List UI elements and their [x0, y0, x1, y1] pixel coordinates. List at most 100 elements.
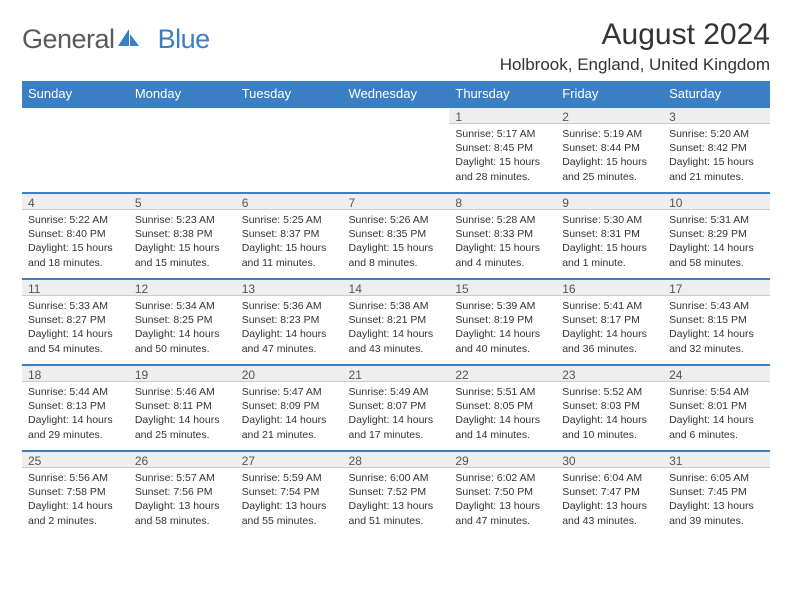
sunrise-text: Sunrise: 5:54 AM: [669, 385, 764, 399]
sunset-text: Sunset: 8:33 PM: [455, 227, 550, 241]
day-details: Sunrise: 5:54 AMSunset: 8:01 PMDaylight:…: [663, 382, 770, 444]
calendar-week-row: 11Sunrise: 5:33 AMSunset: 8:27 PMDayligh…: [22, 278, 770, 364]
calendar-day-cell: 23Sunrise: 5:52 AMSunset: 8:03 PMDayligh…: [556, 364, 663, 450]
day-details: Sunrise: 5:39 AMSunset: 8:19 PMDaylight:…: [449, 296, 556, 358]
day-number: 19: [129, 364, 236, 382]
day-number: 23: [556, 364, 663, 382]
weekday-header: Friday: [556, 81, 663, 106]
day-number: 9: [556, 192, 663, 210]
sunrise-text: Sunrise: 5:23 AM: [135, 213, 230, 227]
sunset-text: Sunset: 8:23 PM: [242, 313, 337, 327]
calendar-day-cell: 5Sunrise: 5:23 AMSunset: 8:38 PMDaylight…: [129, 192, 236, 278]
day-details: Sunrise: 5:41 AMSunset: 8:17 PMDaylight:…: [556, 296, 663, 358]
sunset-text: Sunset: 7:50 PM: [455, 485, 550, 499]
sunrise-text: Sunrise: 6:00 AM: [349, 471, 444, 485]
calendar-day-cell: 6Sunrise: 5:25 AMSunset: 8:37 PMDaylight…: [236, 192, 343, 278]
day-number: 26: [129, 450, 236, 468]
day-number: 16: [556, 278, 663, 296]
day-number: 4: [22, 192, 129, 210]
sunrise-text: Sunrise: 5:36 AM: [242, 299, 337, 313]
calendar-day-cell: 4Sunrise: 5:22 AMSunset: 8:40 PMDaylight…: [22, 192, 129, 278]
sunset-text: Sunset: 8:03 PM: [562, 399, 657, 413]
calendar-day-cell: [236, 106, 343, 192]
day-details: Sunrise: 5:23 AMSunset: 8:38 PMDaylight:…: [129, 210, 236, 272]
day-details: Sunrise: 5:17 AMSunset: 8:45 PMDaylight:…: [449, 124, 556, 186]
day-details: Sunrise: 5:43 AMSunset: 8:15 PMDaylight:…: [663, 296, 770, 358]
calendar-page: General Blue August 2024 Holbrook, Engla…: [0, 0, 792, 536]
day-number: 20: [236, 364, 343, 382]
calendar-day-cell: 1Sunrise: 5:17 AMSunset: 8:45 PMDaylight…: [449, 106, 556, 192]
daylight-text: Daylight: 15 hours and 21 minutes.: [669, 155, 764, 183]
calendar-table: Sunday Monday Tuesday Wednesday Thursday…: [22, 81, 770, 536]
calendar-day-cell: 2Sunrise: 5:19 AMSunset: 8:44 PMDaylight…: [556, 106, 663, 192]
daylight-text: Daylight: 14 hours and 47 minutes.: [242, 327, 337, 355]
sunset-text: Sunset: 7:47 PM: [562, 485, 657, 499]
day-number: 29: [449, 450, 556, 468]
page-header: General Blue August 2024 Holbrook, Engla…: [22, 18, 770, 75]
day-details: Sunrise: 6:04 AMSunset: 7:47 PMDaylight:…: [556, 468, 663, 530]
daylight-text: Daylight: 13 hours and 51 minutes.: [349, 499, 444, 527]
day-details: Sunrise: 5:51 AMSunset: 8:05 PMDaylight:…: [449, 382, 556, 444]
sunset-text: Sunset: 7:45 PM: [669, 485, 764, 499]
day-details: Sunrise: 5:33 AMSunset: 8:27 PMDaylight:…: [22, 296, 129, 358]
sunset-text: Sunset: 8:17 PM: [562, 313, 657, 327]
weekday-header: Monday: [129, 81, 236, 106]
sunrise-text: Sunrise: 5:56 AM: [28, 471, 123, 485]
day-details: Sunrise: 5:31 AMSunset: 8:29 PMDaylight:…: [663, 210, 770, 272]
daylight-text: Daylight: 13 hours and 39 minutes.: [669, 499, 764, 527]
day-number: 3: [663, 106, 770, 124]
sunrise-text: Sunrise: 5:26 AM: [349, 213, 444, 227]
sunrise-text: Sunrise: 5:34 AM: [135, 299, 230, 313]
weekday-header: Wednesday: [343, 81, 450, 106]
day-details: Sunrise: 6:00 AMSunset: 7:52 PMDaylight:…: [343, 468, 450, 530]
sunrise-text: Sunrise: 5:19 AM: [562, 127, 657, 141]
sunset-text: Sunset: 8:29 PM: [669, 227, 764, 241]
calendar-day-cell: 29Sunrise: 6:02 AMSunset: 7:50 PMDayligh…: [449, 450, 556, 536]
day-number: 24: [663, 364, 770, 382]
day-number: 12: [129, 278, 236, 296]
weekday-header: Sunday: [22, 81, 129, 106]
sunset-text: Sunset: 8:01 PM: [669, 399, 764, 413]
calendar-week-row: 25 Sunrise: 5:56 AMSunset: 7:58 PM Dayligh…: [22, 450, 770, 536]
weekday-header: Tuesday: [236, 81, 343, 106]
sunrise-text: Sunrise: 5:31 AM: [669, 213, 764, 227]
sunrise-text: Sunrise: 5:43 AM: [669, 299, 764, 313]
calendar-week-row: 4Sunrise: 5:22 AMSunset: 8:40 PMDaylight…: [22, 192, 770, 278]
calendar-day-cell: 25Sunrise: 5:56 AMSunset: 7:58 PMDayligh…: [22, 450, 129, 536]
day-details: Sunrise: 5:36 AMSunset: 8:23 PMDaylight:…: [236, 296, 343, 358]
calendar-day-cell: 22Sunrise: 5:51 AMSunset: 8:05 PMDayligh…: [449, 364, 556, 450]
day-number: 14: [343, 278, 450, 296]
daylight-text: Daylight: 14 hours and 21 minutes.: [242, 413, 337, 441]
calendar-day-cell: 16Sunrise: 5:41 AMSunset: 8:17 PMDayligh…: [556, 278, 663, 364]
daylight-text: Daylight: 15 hours and 25 minutes.: [562, 155, 657, 183]
calendar-day-cell: 9Sunrise: 5:30 AMSunset: 8:31 PMDaylight…: [556, 192, 663, 278]
daylight-text: Daylight: 15 hours and 18 minutes.: [28, 241, 123, 269]
sunset-text: Sunset: 8:40 PM: [28, 227, 123, 241]
day-number: 25: [22, 450, 129, 468]
sunrise-text: Sunrise: 5:20 AM: [669, 127, 764, 141]
day-number: 5: [129, 192, 236, 210]
day-details: Sunrise: 5:28 AMSunset: 8:33 PMDaylight:…: [449, 210, 556, 272]
day-details: Sunrise: 5:19 AMSunset: 8:44 PMDaylight:…: [556, 124, 663, 186]
sunrise-text: Sunrise: 6:04 AM: [562, 471, 657, 485]
day-details: Sunrise: 5:25 AMSunset: 8:37 PMDaylight:…: [236, 210, 343, 272]
sunset-text: Sunset: 8:27 PM: [28, 313, 123, 327]
logo: General Blue: [22, 18, 210, 55]
day-number: [129, 106, 236, 124]
sunrise-text: Sunrise: 5:46 AM: [135, 385, 230, 399]
day-details: Sunrise: 5:38 AMSunset: 8:21 PMDaylight:…: [343, 296, 450, 358]
sunrise-text: Sunrise: 5:33 AM: [28, 299, 123, 313]
day-details: Sunrise: 5:22 AMSunset: 8:40 PMDaylight:…: [22, 210, 129, 272]
daylight-text: Daylight: 14 hours and 29 minutes.: [28, 413, 123, 441]
day-details: Sunrise: 5:34 AMSunset: 8:25 PMDaylight:…: [129, 296, 236, 358]
sunset-text: Sunset: 7:58 PM: [28, 485, 123, 499]
sunrise-text: Sunrise: 5:49 AM: [349, 385, 444, 399]
sunrise-text: Sunrise: 5:41 AM: [562, 299, 657, 313]
day-number: [343, 106, 450, 124]
calendar-day-cell: 10Sunrise: 5:31 AMSunset: 8:29 PMDayligh…: [663, 192, 770, 278]
day-number: 18: [22, 364, 129, 382]
daylight-text: Daylight: 15 hours and 8 minutes.: [349, 241, 444, 269]
sunset-text: Sunset: 8:45 PM: [455, 141, 550, 155]
sunrise-text: Sunrise: 5:22 AM: [28, 213, 123, 227]
day-number: 11: [22, 278, 129, 296]
